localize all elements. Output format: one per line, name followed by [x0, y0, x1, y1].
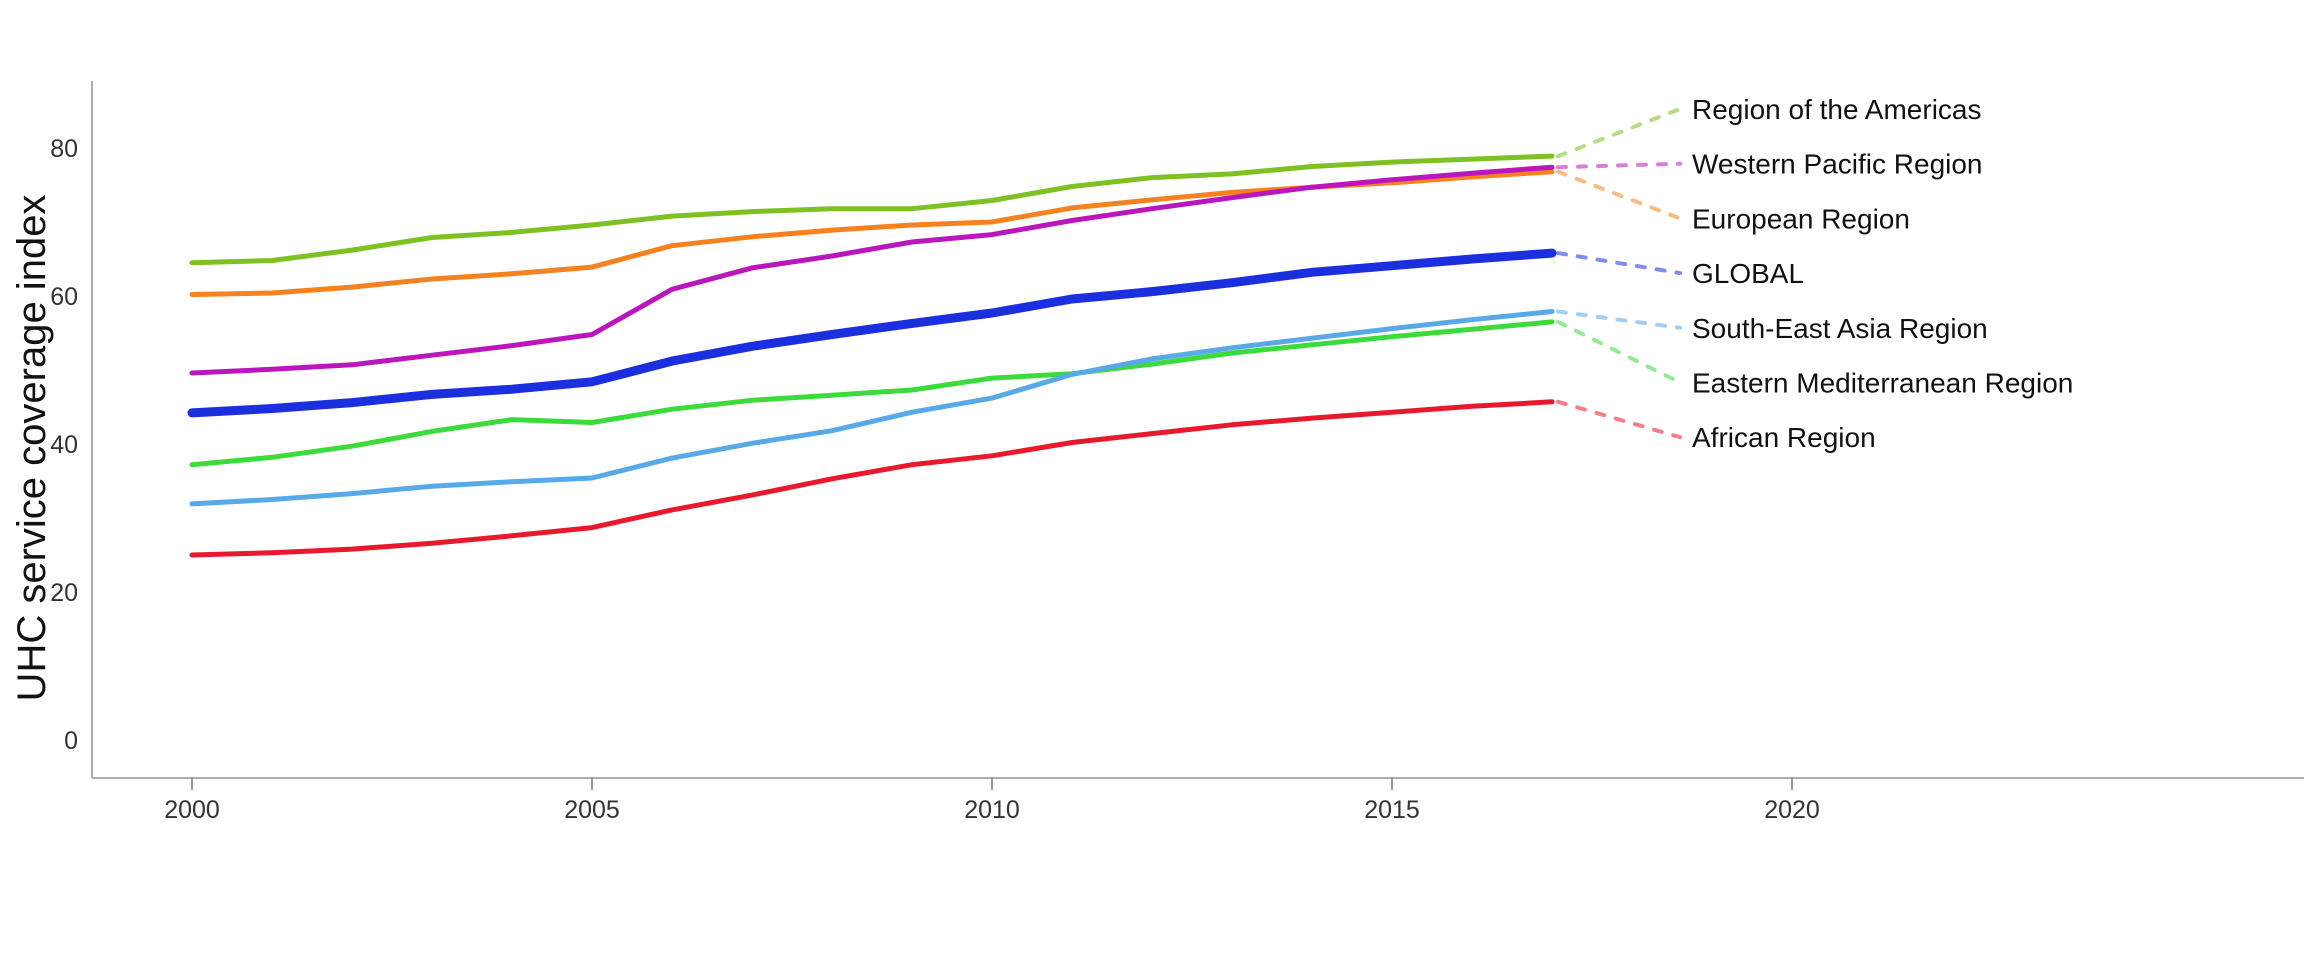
line-african-region	[189, 399, 1555, 558]
legend-label-african-region: African Region	[1692, 422, 1876, 453]
series-lines	[187, 153, 1557, 558]
line-region-of-the-americas	[189, 153, 1555, 266]
legend-label-region-of-the-americas: Region of the Americas	[1692, 94, 1982, 125]
leader-african-region	[1556, 399, 1682, 440]
legend-label-european-region: European Region	[1692, 203, 1910, 234]
labels: Region of the Americas Western Pacific Re…	[1692, 94, 2073, 453]
legend-label-eastern-mediterranean-region: Eastern Mediterranean Region	[1692, 368, 2073, 399]
leader-region-of-the-americas	[1556, 107, 1682, 159]
leader-lines	[1556, 107, 1682, 440]
x-tick-label: 2015	[1364, 796, 1420, 824]
y-tick-label: 80	[50, 135, 78, 163]
leader-eastern-mediterranean-region	[1556, 319, 1682, 385]
leader-south-east-asia-region	[1556, 309, 1682, 330]
line-european-region	[189, 169, 1555, 297]
x-tick-label: 2005	[564, 796, 620, 824]
line-western-pacific-region	[189, 164, 1555, 376]
x-tick-label: 2020	[1764, 796, 1820, 824]
legend-label-global: GLOBAL	[1692, 258, 1804, 289]
leader-european-region	[1556, 169, 1682, 221]
x-tick-label: 2010	[964, 796, 1020, 824]
leader-western-pacific-region	[1556, 161, 1682, 170]
y-tick-label: 20	[50, 579, 78, 607]
line-south-east-asia-region	[189, 309, 1555, 507]
y-tick-label: 0	[64, 727, 78, 755]
legend-label-western-pacific-region: Western Pacific Region	[1692, 149, 1983, 180]
y-axis-title: UHC service coverage index	[10, 195, 54, 702]
axes: 2000 2005 2010 2015 2020 0 20 40 60 80	[50, 81, 2304, 824]
y-tick-label: 40	[50, 431, 78, 459]
x-tick-label: 2000	[164, 796, 220, 824]
y-tick-label: 60	[50, 283, 78, 311]
leader-global	[1556, 251, 1682, 276]
line-global	[187, 248, 1557, 418]
line-eastern-mediterranean-region	[189, 319, 1555, 468]
legend-label-south-east-asia-region: South-East Asia Region	[1692, 313, 1988, 344]
